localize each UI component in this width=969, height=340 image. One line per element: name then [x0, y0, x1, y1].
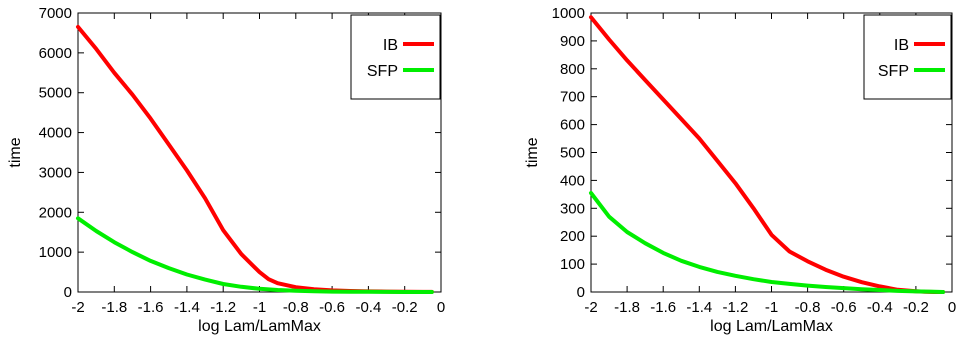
- chart-right: -2 -1.8 -1.6 -1.4 -1.2 -1 -0.8 -0.6 -0.4 -0.2 0 0 10…: [524, 5, 956, 335]
- legend-label-ib: IB: [383, 37, 398, 54]
- legend-box: [863, 14, 952, 100]
- x-tick-label: -1.6: [650, 299, 676, 316]
- x-tick-label: -1.4: [686, 299, 712, 316]
- series-line-sfp: [76, 216, 434, 294]
- x-tick-label: -0.4: [355, 299, 381, 316]
- x-tick-label: -1.2: [210, 299, 236, 316]
- x-tick-label: -2: [584, 299, 597, 316]
- y-tick-label: 700: [560, 89, 585, 106]
- y-tick-label: 800: [560, 61, 585, 78]
- y-axis-label: time: [7, 137, 24, 167]
- x-tick-label: -1: [253, 299, 266, 316]
- y-tick-label: 500: [560, 145, 585, 162]
- y-tick-label: 1000: [39, 244, 72, 261]
- y-tick-label: 1000: [552, 5, 585, 22]
- y-tick-label: 200: [560, 228, 585, 245]
- legend-label-sfp: SFP: [878, 63, 909, 80]
- x-tick-label: -0.8: [795, 299, 821, 316]
- x-tick-label: -1.4: [174, 299, 200, 316]
- x-tick-label: -0.2: [392, 299, 418, 316]
- x-tick-label: -0.4: [867, 299, 893, 316]
- x-tick-label: -1.8: [101, 299, 127, 316]
- x-axis-label: log Lam/LamMax: [710, 318, 833, 335]
- x-tick-label: -1.6: [138, 299, 164, 316]
- y-tick-label: 5000: [39, 85, 72, 102]
- x-tick-label: -0.8: [283, 299, 309, 316]
- y-tick-label: 7000: [39, 5, 72, 22]
- y-tick-label: 0: [64, 284, 72, 301]
- series-line-sfp: [589, 191, 945, 294]
- x-tick-label: -2: [71, 299, 84, 316]
- legend-label-ib: IB: [894, 37, 909, 54]
- x-tick-label: -1.2: [722, 299, 748, 316]
- x-tick-label: -1.8: [614, 299, 640, 316]
- x-axis-label: log Lam/LamMax: [198, 318, 321, 335]
- chart-left: -2 -1.8 -1.6 -1.4 -1.2 -1 -0.8 -0.6 -0.4 -0.2 0 0 10…: [7, 5, 445, 335]
- y-tick-label: 3000: [39, 164, 72, 181]
- x-tick-label: 0: [948, 299, 956, 316]
- y-tick-label: 300: [560, 200, 585, 217]
- x-tick-label: -1: [765, 299, 778, 316]
- y-axis-label: time: [524, 137, 541, 167]
- y-tick-label: 900: [560, 33, 585, 50]
- legend-box: [350, 14, 441, 100]
- x-tick-label: -0.2: [903, 299, 929, 316]
- y-tick-label: 6000: [39, 45, 72, 62]
- x-tick-label: -0.6: [319, 299, 345, 316]
- x-tick-label: 0: [437, 299, 445, 316]
- x-tick-label: -0.6: [831, 299, 857, 316]
- y-tick-label: 100: [560, 256, 585, 273]
- y-tick-label: 600: [560, 117, 585, 134]
- y-tick-label: 400: [560, 172, 585, 189]
- y-tick-label: 4000: [39, 125, 72, 142]
- legend-label-sfp: SFP: [367, 63, 398, 80]
- y-tick-label: 2000: [39, 204, 72, 221]
- y-tick-label: 0: [577, 284, 585, 301]
